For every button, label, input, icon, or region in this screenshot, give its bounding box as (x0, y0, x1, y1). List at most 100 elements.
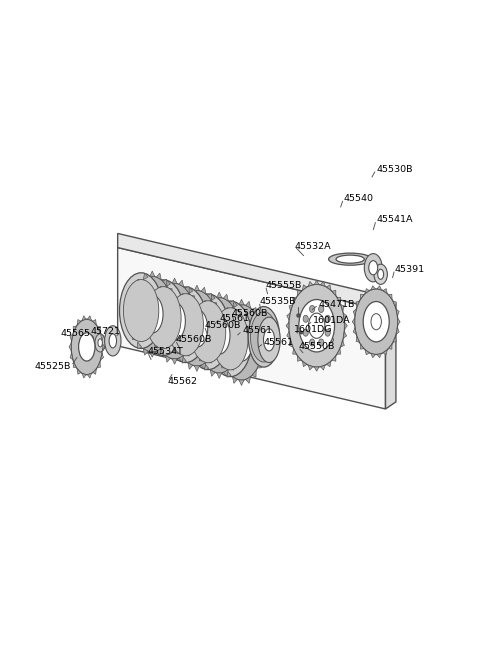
Ellipse shape (336, 255, 364, 263)
Polygon shape (246, 301, 251, 308)
Polygon shape (218, 326, 222, 335)
Polygon shape (371, 354, 375, 358)
Polygon shape (182, 293, 186, 301)
Polygon shape (385, 303, 396, 409)
Polygon shape (160, 286, 164, 293)
Polygon shape (298, 290, 301, 295)
Text: 1601DG: 1601DG (294, 326, 332, 334)
Polygon shape (155, 340, 159, 347)
Ellipse shape (146, 287, 181, 348)
Ellipse shape (175, 290, 218, 366)
Ellipse shape (366, 305, 386, 338)
Ellipse shape (79, 333, 95, 361)
Ellipse shape (209, 301, 252, 377)
Text: 45562: 45562 (168, 377, 198, 386)
Polygon shape (191, 340, 194, 347)
Polygon shape (166, 280, 170, 287)
Text: 1601DA: 1601DA (313, 316, 350, 325)
Text: 45535B: 45535B (259, 297, 296, 306)
Ellipse shape (197, 312, 219, 352)
Polygon shape (210, 294, 215, 301)
Polygon shape (289, 341, 293, 346)
Polygon shape (222, 316, 226, 324)
Polygon shape (216, 292, 222, 298)
Ellipse shape (369, 261, 378, 275)
Polygon shape (314, 280, 319, 284)
Polygon shape (118, 248, 385, 409)
Ellipse shape (371, 314, 382, 329)
Polygon shape (196, 343, 200, 351)
Polygon shape (101, 334, 104, 341)
Polygon shape (252, 370, 256, 377)
Ellipse shape (198, 297, 241, 373)
Polygon shape (177, 346, 181, 354)
Polygon shape (302, 285, 307, 290)
Polygon shape (345, 322, 348, 329)
Polygon shape (343, 313, 347, 320)
Ellipse shape (294, 332, 343, 347)
Polygon shape (232, 377, 237, 383)
Polygon shape (69, 343, 72, 350)
Ellipse shape (309, 313, 325, 339)
Polygon shape (163, 342, 167, 349)
Polygon shape (173, 335, 177, 344)
Polygon shape (93, 320, 96, 325)
Ellipse shape (105, 326, 121, 356)
Polygon shape (151, 329, 155, 337)
Polygon shape (129, 322, 132, 330)
Polygon shape (177, 303, 181, 310)
Ellipse shape (213, 308, 248, 370)
Ellipse shape (258, 317, 280, 363)
Polygon shape (332, 356, 336, 362)
Ellipse shape (208, 316, 230, 354)
Polygon shape (287, 313, 290, 320)
Text: 45721: 45721 (90, 328, 120, 336)
Ellipse shape (374, 264, 387, 284)
Ellipse shape (363, 301, 389, 342)
Polygon shape (230, 363, 234, 370)
Polygon shape (217, 338, 220, 347)
Text: 45560B: 45560B (204, 321, 240, 330)
Polygon shape (172, 324, 176, 333)
Text: 45555B: 45555B (265, 281, 302, 290)
Ellipse shape (168, 293, 204, 356)
Polygon shape (396, 309, 399, 316)
Polygon shape (160, 349, 164, 356)
Polygon shape (337, 297, 341, 303)
Ellipse shape (319, 339, 324, 346)
Polygon shape (341, 305, 344, 311)
Ellipse shape (95, 334, 106, 352)
Polygon shape (286, 322, 289, 329)
Polygon shape (201, 288, 206, 294)
Polygon shape (360, 294, 364, 299)
Ellipse shape (319, 305, 324, 312)
Polygon shape (239, 299, 244, 305)
Polygon shape (227, 307, 231, 314)
Polygon shape (223, 294, 228, 301)
Polygon shape (298, 356, 301, 362)
Ellipse shape (191, 301, 226, 363)
Polygon shape (150, 316, 153, 326)
Polygon shape (353, 328, 356, 334)
Polygon shape (218, 350, 222, 358)
Polygon shape (199, 354, 204, 361)
Polygon shape (388, 294, 392, 299)
Polygon shape (360, 344, 364, 349)
Polygon shape (97, 326, 100, 332)
Polygon shape (352, 318, 355, 326)
Polygon shape (194, 329, 198, 337)
Polygon shape (87, 373, 92, 378)
Polygon shape (239, 380, 244, 386)
Ellipse shape (329, 253, 372, 265)
Polygon shape (128, 310, 131, 318)
Polygon shape (213, 346, 217, 354)
Polygon shape (263, 338, 266, 347)
Polygon shape (87, 316, 92, 320)
Ellipse shape (186, 294, 229, 369)
Polygon shape (308, 282, 313, 286)
Ellipse shape (251, 312, 277, 362)
Polygon shape (73, 362, 76, 367)
Polygon shape (341, 341, 344, 346)
Polygon shape (257, 316, 262, 324)
Polygon shape (143, 348, 148, 355)
